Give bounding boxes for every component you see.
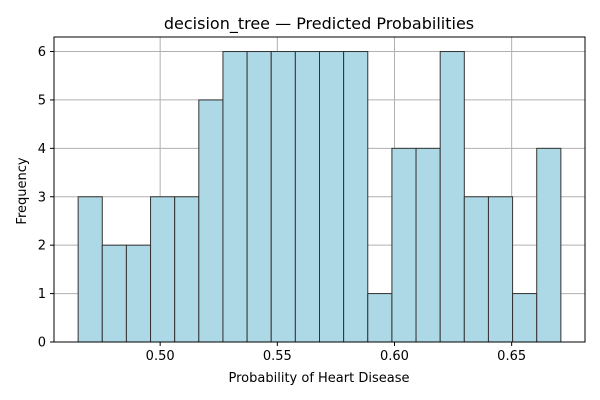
y-axis-label: Frequency bbox=[15, 157, 30, 224]
histogram-bar bbox=[536, 147, 562, 343]
histogram-bar bbox=[246, 51, 272, 343]
x-tick-label: 0.60 bbox=[380, 349, 409, 364]
histogram-bar bbox=[439, 51, 465, 343]
histogram-bar bbox=[174, 196, 200, 343]
histogram-bar bbox=[463, 196, 489, 343]
histogram-bar bbox=[77, 196, 103, 343]
y-axis-ticks: 0 1 2 3 4 5 6 bbox=[38, 45, 54, 351]
histogram-bar bbox=[198, 99, 224, 343]
chart-title: decision_tree — Predicted Probabilities bbox=[164, 14, 474, 34]
histogram-bar bbox=[222, 51, 248, 343]
y-tick-label: 1 bbox=[38, 287, 46, 302]
histogram-bar bbox=[487, 196, 514, 343]
y-tick-label: 6 bbox=[38, 45, 46, 60]
histogram-bars bbox=[77, 51, 562, 343]
y-tick-label: 2 bbox=[38, 239, 46, 254]
histogram-bar bbox=[270, 51, 296, 343]
histogram-bar bbox=[512, 293, 538, 343]
histogram-bar bbox=[101, 244, 127, 343]
y-tick-label: 4 bbox=[38, 142, 46, 157]
x-axis-label: Probability of Heart Disease bbox=[229, 371, 410, 386]
histogram-bar bbox=[343, 51, 369, 343]
y-tick-label: 0 bbox=[38, 336, 46, 351]
histogram-bar bbox=[150, 196, 176, 343]
histogram-bar bbox=[415, 147, 441, 343]
x-tick-label: 0.65 bbox=[497, 349, 526, 364]
x-tick-label: 0.55 bbox=[263, 349, 292, 364]
histogram-bar bbox=[294, 51, 321, 343]
histogram-bar bbox=[367, 293, 393, 343]
plot-frame bbox=[53, 36, 586, 343]
histogram-bar bbox=[125, 244, 152, 343]
y-tick-label: 5 bbox=[38, 93, 46, 108]
histogram-bar bbox=[319, 51, 345, 343]
histogram-bar bbox=[391, 147, 417, 343]
y-tick-label: 3 bbox=[38, 190, 46, 205]
x-axis-ticks: 0.50 0.55 0.60 0.65 bbox=[146, 342, 526, 364]
x-tick-label: 0.50 bbox=[146, 349, 175, 364]
